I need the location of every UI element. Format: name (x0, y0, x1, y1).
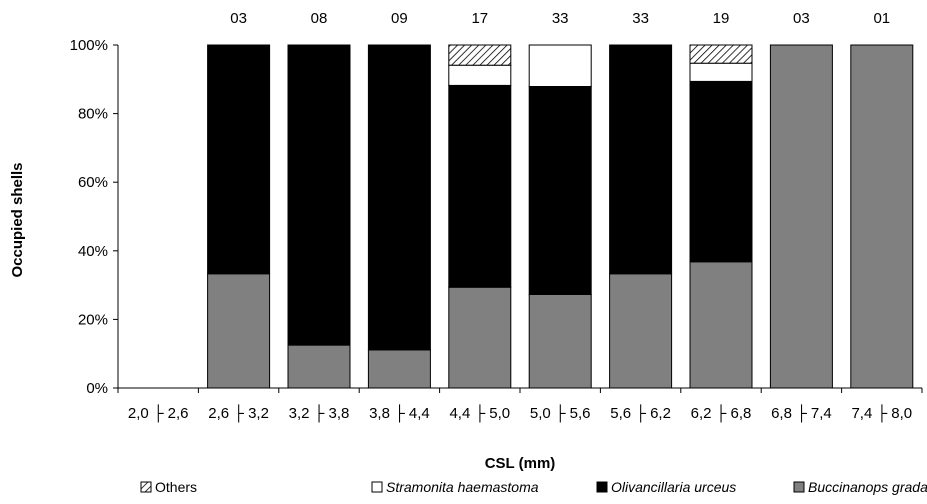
sample-size-label: 03 (230, 10, 247, 27)
x-tick-label: 7,4 ├ 8,0 (851, 404, 912, 423)
bar-segment (448, 64, 512, 86)
x-tick-label: 2,6 ├ 3,2 (208, 404, 269, 423)
x-tick-label: 3,2 ├ 3,8 (289, 404, 350, 423)
bar-segment (448, 85, 512, 288)
x-tick-label: 5,6 ├ 6,2 (610, 404, 671, 423)
legend-swatch (371, 481, 383, 493)
bar-segment (367, 349, 431, 389)
sample-size-label: 03 (793, 10, 810, 27)
x-tick-label: 4,4 ├ 5,0 (449, 404, 510, 423)
y-axis-title: Occupied shells (9, 162, 26, 277)
y-tick-label: 0% (86, 380, 108, 397)
labels-layer: 0% 20% 40% 60% 80% 100% 2,0 ├ 2,6 2,6 ├ 3,2 03 3,… (70, 10, 913, 423)
x-tick-label: 3,8 ├ 4,4 (369, 404, 430, 423)
bar-segment (528, 293, 592, 389)
bar-segment (448, 286, 512, 389)
bar-segment (287, 44, 351, 346)
bar-segment (769, 44, 833, 389)
bars-layer (207, 44, 914, 389)
legend-label: Others (155, 479, 197, 495)
sample-size-label: 01 (873, 10, 890, 27)
legend-label: Stramonita haemastoma (386, 479, 539, 495)
y-tick-label: 80% (78, 106, 108, 123)
bar-segment (689, 261, 753, 389)
sample-size-label: 08 (311, 10, 328, 27)
legend-swatch (140, 481, 152, 493)
bar-segment (528, 86, 592, 295)
y-tick-label: 60% (78, 174, 108, 191)
sample-size-label: 33 (632, 10, 649, 27)
axes-layer (113, 44, 923, 393)
bar-segment (448, 44, 512, 66)
bar-segment (207, 44, 271, 275)
legend-label: Olivancillaria urceus (611, 479, 736, 495)
bar-segment (207, 273, 271, 389)
bar-segment (367, 44, 431, 351)
legend: Others Stramonita haemastoma Olivancillari… (140, 479, 927, 495)
sample-size-label: 33 (552, 10, 569, 27)
bar-segment (609, 44, 673, 275)
bar-segment (609, 273, 673, 389)
legend-swatch (793, 481, 805, 493)
bar-segment (850, 44, 914, 389)
sample-size-label: 17 (471, 10, 488, 27)
x-tick-label: 5,0 ├ 5,6 (530, 404, 591, 423)
bar-segment (528, 44, 592, 87)
y-tick-label: 20% (78, 311, 108, 328)
x-axis-title: CSL (mm) (485, 455, 556, 472)
bar-segment (287, 344, 351, 389)
y-tick-label: 40% (78, 243, 108, 260)
y-tick-label: 100% (70, 37, 108, 54)
x-tick-label: 6,2 ├ 6,8 (691, 404, 752, 423)
legend-label: Buccinanops gradatum (808, 479, 927, 495)
legend-swatch (596, 481, 608, 493)
bar-segment (689, 62, 753, 82)
sample-size-label: 09 (391, 10, 408, 27)
x-tick-label: 2,0 ├ 2,6 (128, 404, 189, 423)
sample-size-label: 19 (713, 10, 730, 27)
bar-segment (689, 80, 753, 263)
x-tick-label: 6,8 ├ 7,4 (771, 404, 832, 423)
bar-segment (689, 44, 753, 64)
